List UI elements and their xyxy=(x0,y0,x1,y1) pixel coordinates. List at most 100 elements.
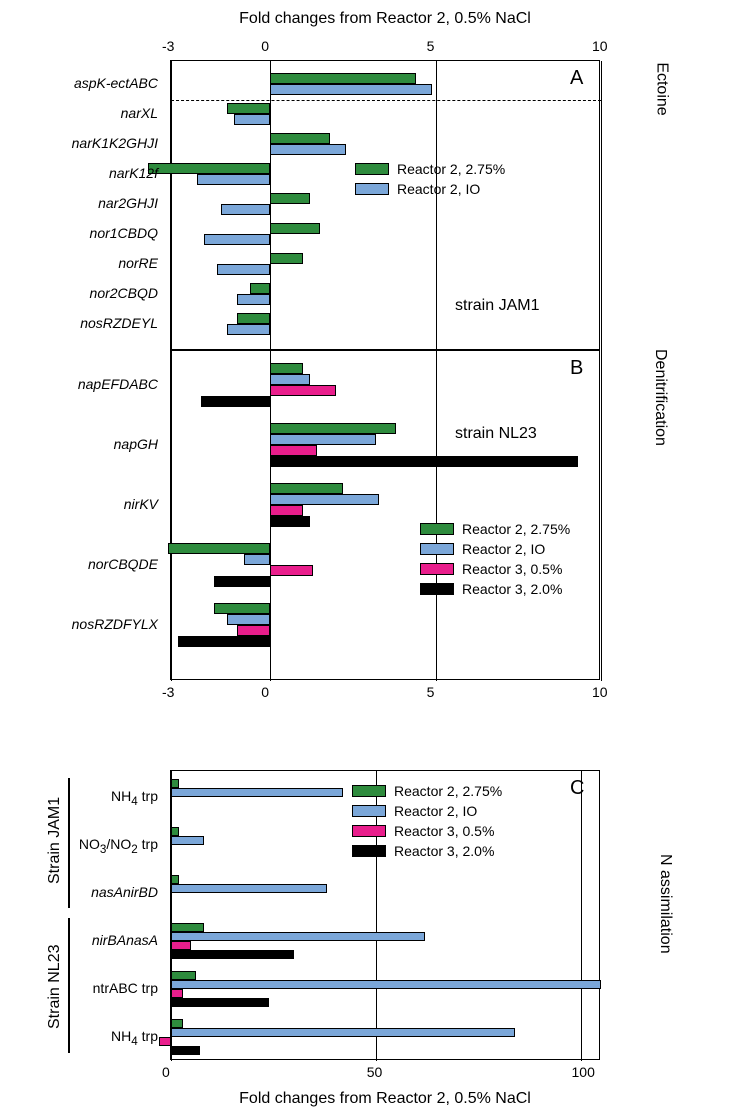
gene-label: nor2CBQD xyxy=(0,285,158,301)
bar-green xyxy=(171,1019,183,1028)
bar-green xyxy=(270,253,303,264)
gene-label: norCBQDE xyxy=(0,556,158,572)
bar-blue xyxy=(171,980,601,989)
gene-label: narK12f xyxy=(0,165,158,181)
gene-label: nor1CBDQ xyxy=(0,225,158,241)
bar-blue xyxy=(244,554,270,565)
figure-root: Fold changes from Reactor 2, 0.5% NaCl A… xyxy=(0,0,733,1120)
legend-label: Reactor 3, 0.5% xyxy=(462,561,562,577)
gridline xyxy=(270,61,271,351)
legend-label: Reactor 3, 2.0% xyxy=(462,581,562,597)
tick-label: 0 xyxy=(261,684,269,700)
legend-row: Reactor 3, 0.5% xyxy=(420,560,570,578)
bar-green xyxy=(171,827,179,836)
gene-label: NH4 trp xyxy=(0,788,158,808)
bar-black xyxy=(214,576,270,587)
bar-black xyxy=(171,950,294,959)
bar-blue xyxy=(171,884,327,893)
legend-swatch xyxy=(352,785,386,797)
legend-row: Reactor 3, 0.5% xyxy=(352,822,502,840)
legend-label: Reactor 2, IO xyxy=(397,181,480,197)
tick-label: 5 xyxy=(427,684,435,700)
tick-label: -3 xyxy=(162,684,174,700)
gene-label: narXL xyxy=(0,105,158,121)
bar-green xyxy=(270,483,343,494)
legend-swatch xyxy=(355,163,389,175)
bar-blue xyxy=(227,614,270,625)
strain-label-a: strain JAM1 xyxy=(455,297,539,315)
legend-label: Reactor 2, IO xyxy=(462,541,545,557)
bar-black xyxy=(270,516,310,527)
legend-label: Reactor 2, 2.75% xyxy=(397,161,505,177)
legend-swatch xyxy=(352,845,386,857)
tick-label: 50 xyxy=(367,1064,383,1080)
gene-label: NH4 trp xyxy=(0,1028,158,1048)
gene-label: NO3/NO2 trp xyxy=(0,836,158,856)
gene-label: nirBAnasA xyxy=(0,932,158,948)
bar-green xyxy=(270,133,330,144)
legend-label: Reactor 2, 2.75% xyxy=(394,783,502,799)
tick-label: 100 xyxy=(572,1064,595,1080)
legend-label: Reactor 2, 2.75% xyxy=(462,521,570,537)
bar-pink xyxy=(159,1037,171,1046)
bar-blue xyxy=(237,294,270,305)
bar-blue xyxy=(204,234,270,245)
gene-label: nar2GHJI xyxy=(0,195,158,211)
side-label-nassim: N assimilation xyxy=(656,854,674,964)
legend-row: Reactor 3, 2.0% xyxy=(352,842,502,860)
panel-letter-c: C xyxy=(570,777,584,800)
bar-green xyxy=(171,971,196,980)
legend-row: Reactor 2, IO xyxy=(355,180,505,198)
bar-green xyxy=(227,103,270,114)
axis-title-top: Fold changes from Reactor 2, 0.5% NaCl xyxy=(170,10,600,28)
gene-label: nosRZDFYLX xyxy=(0,616,158,632)
bar-green xyxy=(250,283,270,294)
legend-row: Reactor 3, 2.0% xyxy=(420,580,570,598)
gridline xyxy=(171,351,172,681)
legend-row: Reactor 2, 2.75% xyxy=(355,160,505,178)
gene-label: nirKV xyxy=(0,496,158,512)
gene-label: ntrABC trp xyxy=(0,980,158,996)
legend-swatch xyxy=(355,183,389,195)
tick-label: 5 xyxy=(427,38,435,54)
bar-green xyxy=(171,779,179,788)
bar-black xyxy=(171,1046,200,1055)
panel-letter-b: B xyxy=(570,357,583,380)
bar-green xyxy=(171,875,179,884)
bar-green xyxy=(171,923,204,932)
legend-row: Reactor 2, IO xyxy=(352,802,502,820)
bar-pink xyxy=(270,565,313,576)
side-label-denit: Denitrification xyxy=(651,349,669,469)
bar-blue xyxy=(171,1028,515,1037)
bar-black xyxy=(201,396,270,407)
legend-label: Reactor 2, IO xyxy=(394,803,477,819)
bar-green xyxy=(270,193,310,204)
bar-blue xyxy=(270,374,310,385)
tick-label: 0 xyxy=(162,1064,170,1080)
bar-blue xyxy=(217,264,270,275)
legend-row: Reactor 2, IO xyxy=(420,540,570,558)
tick-label: 10 xyxy=(592,38,608,54)
bar-green xyxy=(148,163,270,174)
bar-blue xyxy=(234,114,270,125)
legend-swatch xyxy=(352,805,386,817)
gene-label: napGH xyxy=(0,436,158,452)
bar-green xyxy=(270,423,396,434)
bar-green xyxy=(270,73,416,84)
panel-letter-a: A xyxy=(570,67,583,90)
bar-blue xyxy=(270,494,379,505)
legend-row: Reactor 2, 2.75% xyxy=(352,782,502,800)
bar-black xyxy=(171,998,269,1007)
bar-blue xyxy=(227,324,270,335)
bar-blue xyxy=(197,174,270,185)
legend-label: Reactor 3, 0.5% xyxy=(394,823,494,839)
bar-green xyxy=(214,603,270,614)
bar-blue xyxy=(171,788,343,797)
gridline xyxy=(601,61,602,351)
strain-label-b: strain NL23 xyxy=(455,425,537,443)
gene-label: narK1K2GHJI xyxy=(0,135,158,151)
bar-pink xyxy=(171,941,191,950)
gene-label: napEFDABC xyxy=(0,376,158,392)
bar-pink xyxy=(270,505,303,516)
legend-c: Reactor 2, 2.75% Reactor 2, IO Reactor 3, … xyxy=(352,782,502,862)
